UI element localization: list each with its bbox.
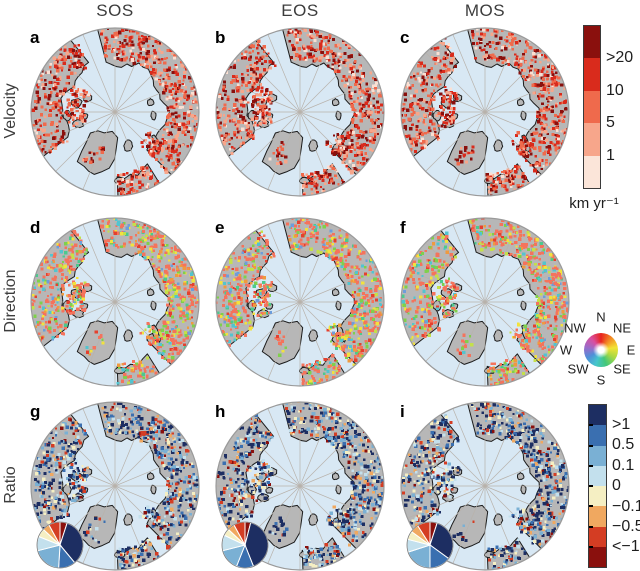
- panel-letter: i: [400, 402, 405, 422]
- panel-letter: d: [30, 218, 40, 238]
- compass-label-sw: SW: [568, 362, 589, 377]
- panel-letter: e: [215, 218, 224, 238]
- panel-letter: f: [400, 218, 406, 238]
- map-panel-g: g: [30, 401, 200, 571]
- ratio-distribution-pie: [34, 519, 86, 571]
- arctic-map-direction-eos: [215, 217, 385, 387]
- ratio-distribution-pie: [219, 519, 271, 571]
- column-title-mos: MOS: [465, 1, 505, 21]
- map-panel-d: d: [30, 217, 200, 387]
- compass-label-e: E: [627, 343, 636, 358]
- velocity-tick-label: >20: [606, 49, 633, 67]
- compass-label-nw: NW: [564, 321, 586, 336]
- row-label-ratio: Ratio: [2, 466, 20, 503]
- compass-label-n: N: [596, 310, 605, 325]
- panel-letter: g: [30, 402, 40, 422]
- panel-letter: a: [30, 28, 39, 48]
- ratio-tick-label: 0.5: [612, 436, 634, 454]
- map-panel-b: b: [215, 27, 385, 197]
- ratio-tick-label: 0.1: [612, 457, 634, 475]
- velocity-unit-label: km yr⁻¹: [546, 194, 640, 212]
- compass-label-w: W: [560, 343, 572, 358]
- ratio-colorbar: [588, 404, 607, 568]
- row-label-velocity: Velocity: [2, 83, 20, 138]
- arctic-map-velocity-mos: [400, 27, 570, 197]
- map-panel-e: e: [215, 217, 385, 387]
- ratio-tick-label: −0.5: [612, 518, 640, 536]
- velocity-colorbar: [583, 25, 601, 189]
- ratio-tick-label: <−1: [612, 538, 640, 556]
- arctic-map-direction-mos: [400, 217, 570, 387]
- velocity-tick-label: 10: [606, 82, 624, 100]
- ratio-tick-label: −0.1: [612, 498, 640, 516]
- column-title-sos: SOS: [96, 1, 133, 21]
- compass-label-ne: NE: [613, 321, 631, 336]
- map-panel-a: a: [30, 27, 200, 197]
- map-panel-i: i: [400, 401, 570, 571]
- map-panel-c: c: [400, 27, 570, 197]
- compass-label-s: S: [597, 373, 606, 388]
- ratio-tick-label: >1: [612, 416, 630, 434]
- arctic-map-direction-sos: [30, 217, 200, 387]
- map-panel-f: f: [400, 217, 570, 387]
- column-title-eos: EOS: [281, 1, 318, 21]
- map-panel-h: h: [215, 401, 385, 571]
- arctic-map-velocity-sos: [30, 27, 200, 197]
- velocity-tick-label: 1: [606, 147, 615, 165]
- velocity-tick-label: 5: [606, 114, 615, 132]
- ratio-distribution-pie: [404, 519, 456, 571]
- panel-letter: b: [215, 28, 225, 48]
- arctic-map-velocity-eos: [215, 27, 385, 197]
- panel-letter: h: [215, 402, 225, 422]
- compass-label-se: SE: [613, 362, 630, 377]
- panel-letter: c: [400, 28, 409, 48]
- row-label-direction: Direction: [2, 269, 20, 332]
- ratio-tick-label: 0: [612, 477, 621, 495]
